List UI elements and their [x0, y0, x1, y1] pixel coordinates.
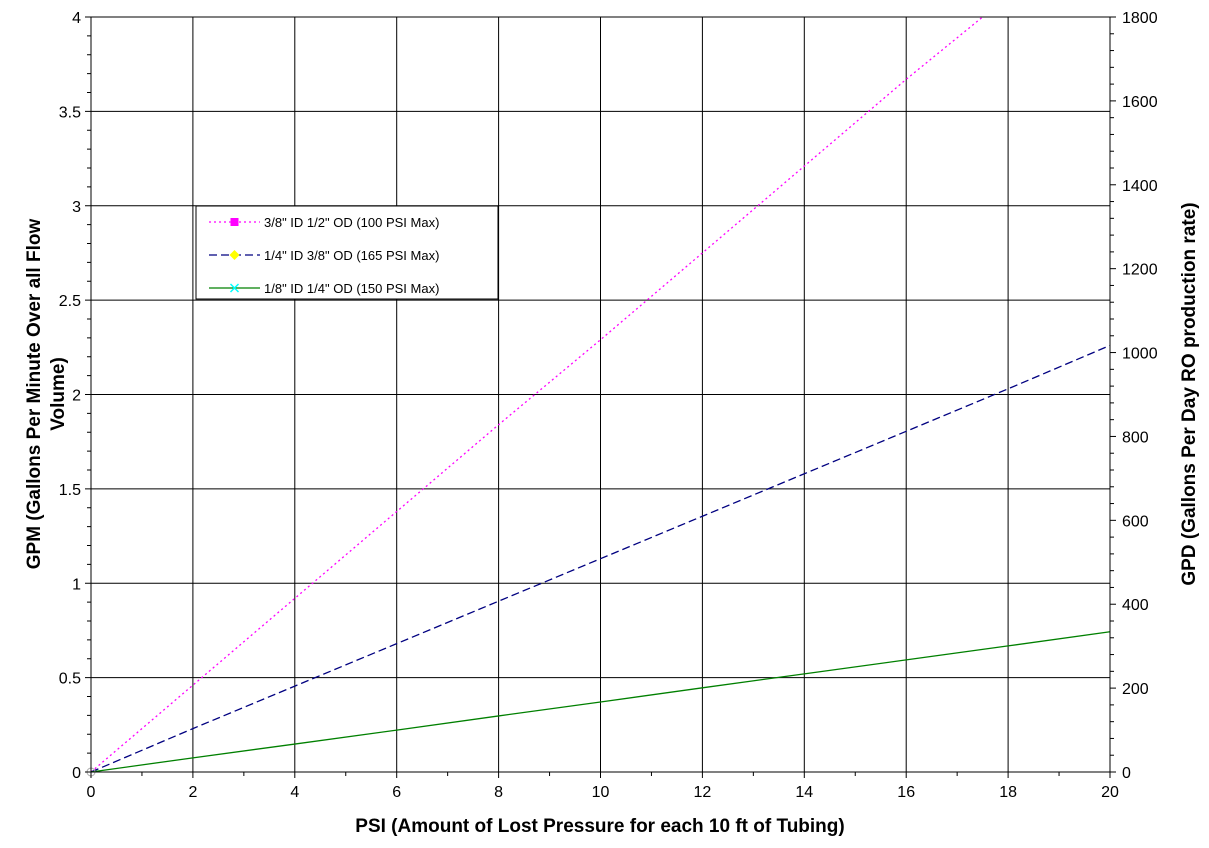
- y2-tick-label: 1400: [1122, 178, 1158, 195]
- axes: [85, 16, 1116, 778]
- y-tick-label: 3: [72, 199, 81, 216]
- y2-tick-label: 0: [1122, 765, 1131, 782]
- y-tick-label: 3.5: [59, 104, 81, 121]
- x-tick-label: 14: [795, 784, 813, 801]
- y2-axis-title-text: GPD (Gallons Per Day RO production rate): [1179, 202, 1200, 585]
- y-tick-label: 4: [72, 10, 81, 27]
- legend-label-2: 1/4" ID 3/8" OD (165 PSI Max): [264, 248, 439, 263]
- legend-box: [195, 205, 499, 300]
- y-axis-title-line-1: GPM (Gallons Per Minute Over all Flow: [24, 219, 45, 570]
- y-tick-label: 0.5: [59, 671, 81, 688]
- y-tick-label: 1.5: [59, 482, 81, 499]
- x-axis-title: PSI (Amount of Lost Pressure for each 10…: [355, 816, 844, 837]
- series-line-2: [90, 344, 1111, 773]
- y2-tick-label: 600: [1122, 513, 1149, 530]
- legend-marker-x-b: [229, 283, 240, 293]
- legend-label-3: 1/8" ID 1/4" OD (150 PSI Max): [264, 281, 439, 296]
- x-tick-label: 16: [897, 784, 915, 801]
- y2-tick-label: 200: [1122, 681, 1149, 698]
- y2-tick-label: 1800: [1122, 10, 1158, 27]
- x-tick-label: 6: [392, 784, 401, 801]
- x-tick-label: 0: [87, 784, 96, 801]
- x-tick-label: 4: [290, 784, 299, 801]
- x-tick-label: 18: [999, 784, 1017, 801]
- tick-labels: 0 2 4 6 8 10 12 14 16 18 2000.511.522.533.54020040…: [59, 10, 1158, 801]
- y-tick-label: 1: [72, 576, 81, 593]
- y-axis-title-line-2: Volume): [48, 357, 69, 431]
- y-tick-label: 2: [72, 388, 81, 405]
- y-tick-label: 2.5: [59, 293, 81, 310]
- legend-marker-square: [230, 218, 239, 226]
- x-tick-label: 8: [494, 784, 503, 801]
- y2-tick-label: 400: [1122, 597, 1149, 614]
- y-axis-title: GPM (Gallons Per Minute Over all Flow Vo…: [24, 219, 69, 570]
- y2-axis-title: GPD (Gallons Per Day RO production rate): [1179, 202, 1200, 585]
- legend-label-1: 3/8" ID 1/2" OD (100 PSI Max): [264, 215, 439, 230]
- x-tick-label: 2: [188, 784, 197, 801]
- x-tick-label: 20: [1101, 784, 1119, 801]
- series-line-1: [90, 16, 984, 773]
- y2-tick-label: 800: [1122, 429, 1149, 446]
- y2-tick-label: 1600: [1122, 94, 1158, 111]
- legend: 3/8" ID 1/2" OD (100 PSI Max) 1/4" ID 3/8…: [195, 205, 499, 300]
- x-tick-label: 10: [592, 784, 610, 801]
- legend-marker-diamond: [229, 250, 240, 260]
- plot-border: [90, 16, 1111, 773]
- y-tick-label: 0: [72, 765, 81, 782]
- y2-tick-label: 1000: [1122, 346, 1158, 363]
- y2-tick-label: 1200: [1122, 262, 1158, 279]
- x-tick-label: 12: [694, 784, 712, 801]
- series-line-3: [90, 631, 1111, 773]
